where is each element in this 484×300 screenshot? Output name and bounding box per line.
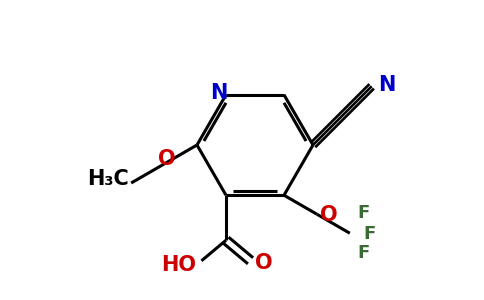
Text: HO: HO [162, 255, 197, 275]
Text: O: O [255, 253, 272, 273]
Text: N: N [378, 75, 395, 95]
Text: F: F [358, 204, 370, 222]
Text: F: F [358, 244, 370, 262]
Text: O: O [320, 205, 337, 225]
Text: H₃C: H₃C [88, 169, 129, 189]
Text: O: O [158, 149, 176, 169]
Text: F: F [364, 225, 376, 243]
Text: N: N [211, 83, 227, 103]
